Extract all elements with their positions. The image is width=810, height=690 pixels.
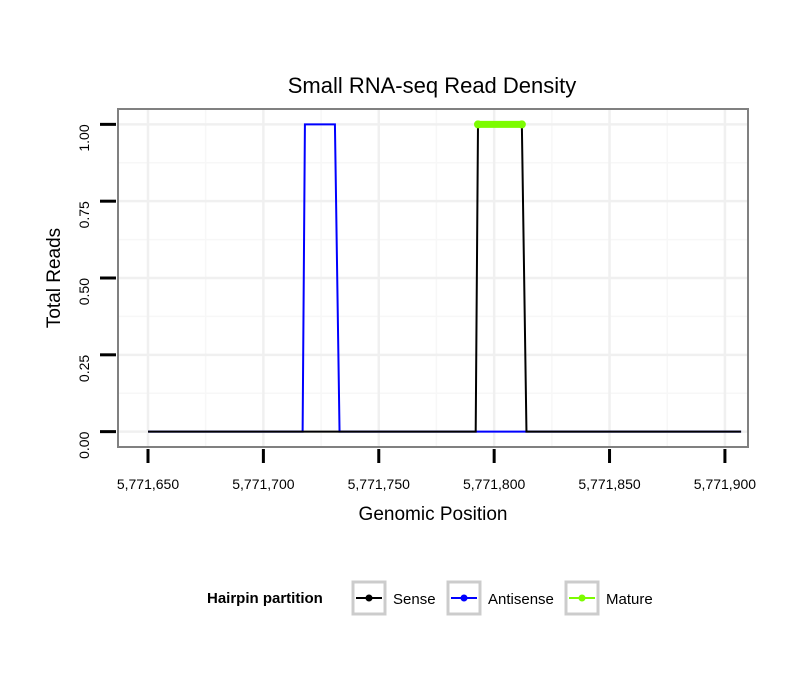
- y-axis: 0.00 0.25 0.50 0.75 1.00: [76, 122, 116, 459]
- x-tick-label: 5,771,650: [117, 476, 179, 492]
- data-point-mature: [474, 120, 482, 129]
- y-axis-label: Total Reads: [44, 228, 65, 328]
- y-tick-label: 1.00: [76, 124, 92, 151]
- x-tick-label: 5,771,900: [694, 476, 756, 492]
- legend-item-mature: Mature: [564, 580, 653, 616]
- x-tick-label: 5,771,800: [463, 476, 525, 492]
- grid: [118, 109, 748, 447]
- legend-item-sense: Sense: [351, 580, 436, 616]
- data-point-mature: [517, 120, 526, 129]
- series-line-antisense: [148, 123, 742, 433]
- legend-key-mature-point: [578, 594, 586, 602]
- legend-title: Hairpin partition: [207, 590, 323, 607]
- plot-panel-border: [117, 108, 749, 448]
- x-tick-label: 5,771,700: [232, 476, 294, 492]
- legend-item-antisense: Antisense: [446, 580, 554, 616]
- legend-label-antisense: Antisense: [488, 591, 554, 608]
- y-tick-label: 0.75: [76, 201, 92, 228]
- x-tick-label: 5,771,850: [578, 476, 640, 492]
- series-layer: [148, 120, 742, 433]
- x-axis-label: Genomic Position: [359, 504, 508, 525]
- legend-key-sense-point: [365, 594, 373, 602]
- x-tick-label: 5,771,750: [348, 476, 410, 492]
- chart-title: Small RNA-seq Read Density: [288, 73, 577, 98]
- x-axis: 5,771,650 5,771,700 5,771,750 5,771,800 5,77…: [117, 449, 756, 492]
- y-tick-label: 0.50: [76, 278, 92, 305]
- legend-label-sense: Sense: [393, 591, 436, 608]
- y-tick-label: 0.25: [76, 355, 92, 382]
- legend-key-antisense-point: [460, 594, 468, 602]
- legend: Hairpin partition Sense Antisense Mature: [207, 580, 653, 616]
- legend-label-mature: Mature: [606, 591, 653, 608]
- y-tick-label: 0.00: [76, 431, 92, 458]
